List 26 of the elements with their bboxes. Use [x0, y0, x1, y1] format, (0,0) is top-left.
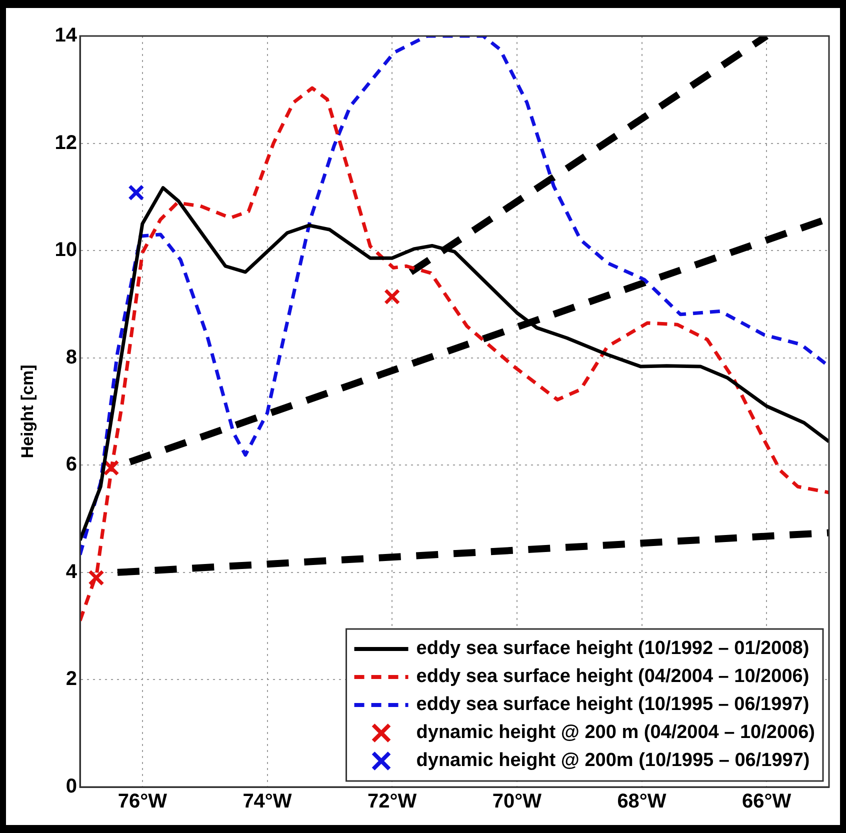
legend-label: dynamic height @ 200 m (04/2004 – 10/2006): [416, 722, 816, 744]
y-tick-label: 12: [54, 132, 77, 154]
point: [384, 288, 400, 305]
legend-label: dynamic height @ 200m (10/1995 – 06/1997): [416, 750, 810, 772]
y-tick-label: 10: [54, 239, 77, 262]
point: [88, 570, 104, 586]
y-tick-label: 14: [54, 24, 78, 47]
legend-label: eddy sea surface height (04/2004 – 10/2006): [416, 666, 810, 688]
line-series: [80, 86, 829, 622]
y-tick-label: 4: [66, 560, 78, 583]
point: [128, 184, 144, 201]
x-tick-label: 68°W: [617, 790, 666, 813]
legend-label: eddy sea surface height (10/1992 – 01/2008): [416, 638, 810, 660]
x-tick-label: 72°W: [368, 790, 417, 813]
x-tick-label: 74°W: [242, 790, 292, 813]
x-tick-label: 66°W: [742, 790, 792, 813]
y-tick-label: 6: [66, 454, 77, 476]
x-tick-label: 76°W: [118, 790, 168, 813]
x-tick-label: 70°W: [492, 790, 542, 813]
y-axis-title: Height [cm]: [18, 364, 37, 458]
point: [103, 460, 120, 476]
y-tick-label: 2: [66, 668, 77, 690]
y-tick-label: 0: [66, 776, 77, 798]
line-series: [80, 36, 829, 556]
y-tick-label: 8: [66, 346, 77, 368]
legend-label: eddy sea surface height (10/1995 – 06/1997): [416, 694, 810, 716]
